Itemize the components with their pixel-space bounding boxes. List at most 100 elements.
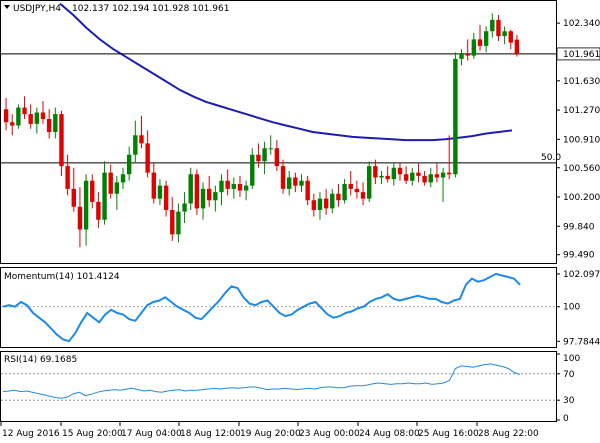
- candle: [447, 135, 452, 180]
- candle-body: [145, 143, 150, 173]
- candle-body: [90, 180, 95, 202]
- candle-body: [176, 211, 181, 235]
- candle-body: [447, 172, 452, 175]
- candle: [90, 174, 95, 209]
- candle-body: [22, 107, 27, 115]
- candle-body: [231, 184, 237, 189]
- candle-body: [102, 172, 107, 220]
- candle: [268, 135, 273, 155]
- candle-body: [268, 148, 273, 150]
- price-tick-label: 101.630: [563, 77, 600, 87]
- time-tick-label: 12 Aug 2016: [2, 429, 60, 439]
- candle-body: [237, 184, 243, 191]
- candle-body: [459, 54, 464, 59]
- candles-layer: [3, 13, 520, 248]
- chart-header: USDJPY,H4 102.137 102.194 101.928 101.96…: [4, 4, 229, 14]
- momentum-line-layer: [1, 272, 556, 343]
- candle: [367, 161, 372, 202]
- candle: [305, 175, 310, 206]
- candle: [126, 146, 132, 181]
- candle: [465, 39, 470, 61]
- candle-body: [96, 201, 101, 220]
- candle: [225, 169, 230, 196]
- candle: [299, 174, 304, 193]
- candle: [459, 49, 464, 66]
- candle: [28, 104, 33, 129]
- dropdown-arrow-icon[interactable]: [4, 5, 10, 9]
- candle: [508, 29, 513, 50]
- candle-body: [151, 172, 156, 199]
- time-tick-label: 17 Aug 04:00: [121, 429, 182, 439]
- candle-body: [46, 119, 52, 132]
- candle: [65, 154, 70, 196]
- candle: [428, 167, 433, 188]
- time-tick-label: 24 Aug 08:00: [359, 429, 420, 439]
- candle-body: [59, 114, 64, 167]
- price-tick-label: 101.270: [563, 106, 600, 116]
- candle: [379, 171, 384, 184]
- candle-body: [194, 174, 200, 209]
- candle: [34, 107, 40, 134]
- candle-body: [367, 166, 372, 199]
- candle-body: [243, 185, 249, 191]
- candle: [256, 143, 261, 168]
- rsi-title: RSI(14) 69.1685: [4, 355, 77, 365]
- candle-body: [440, 172, 446, 178]
- candle: [293, 172, 298, 193]
- candle-body: [213, 192, 218, 201]
- candle: [77, 187, 83, 248]
- candle-body: [342, 184, 347, 201]
- candle-body: [126, 154, 132, 175]
- last-price-box: [556, 47, 600, 61]
- candle: [514, 34, 520, 57]
- candle-body: [330, 193, 335, 209]
- momentum-panel-frame: [0, 267, 557, 348]
- candle-body: [274, 148, 280, 167]
- candle-body: [219, 180, 224, 193]
- price-tick-label: 101.961: [563, 50, 600, 60]
- candle: [490, 13, 495, 38]
- candle: [477, 24, 483, 51]
- candle: [336, 184, 341, 207]
- candle-body: [397, 167, 403, 175]
- candle: [391, 162, 397, 186]
- candle-body: [77, 206, 83, 230]
- candle-body: [83, 180, 89, 230]
- candle-body: [53, 114, 58, 132]
- candle-body: [293, 177, 298, 186]
- candle: [330, 188, 335, 214]
- candle: [274, 140, 280, 171]
- candle: [410, 167, 415, 186]
- candle: [434, 162, 440, 183]
- candle: [139, 115, 144, 149]
- candle-body: [71, 188, 76, 207]
- candle: [145, 130, 150, 178]
- time-tick-label: 19 Aug 20:00: [240, 429, 301, 439]
- candle: [397, 162, 403, 181]
- candle-body: [336, 193, 341, 201]
- candle: [176, 203, 181, 243]
- candle-body: [379, 175, 384, 178]
- candle: [231, 177, 237, 199]
- price-panel-frame: [0, 0, 557, 264]
- price-y-axis: 102.340 101.961 101.630 101.270 100.910 100.5…: [556, 19, 600, 261]
- candle-body: [256, 154, 261, 162]
- candle-body: [225, 180, 230, 189]
- candle-body: [200, 188, 206, 209]
- candle-body: [317, 198, 323, 210]
- candle-body: [3, 109, 9, 123]
- candle-body: [262, 148, 267, 162]
- candle: [496, 15, 501, 41]
- ohlc-values: 102.137 102.194 101.928 101.961: [72, 4, 229, 14]
- candle-body: [65, 166, 70, 189]
- candle: [157, 179, 163, 206]
- candle-body: [114, 182, 120, 194]
- candle: [59, 110, 64, 176]
- candle: [96, 192, 101, 228]
- candle: [483, 26, 489, 53]
- candle-body: [471, 39, 477, 56]
- time-tick-label: 15 Aug 20:00: [62, 429, 123, 439]
- price-tick-label: 99.840: [563, 222, 595, 232]
- indicator-line: [2, 272, 521, 343]
- indicator-tick-label: 102.0978: [563, 270, 600, 280]
